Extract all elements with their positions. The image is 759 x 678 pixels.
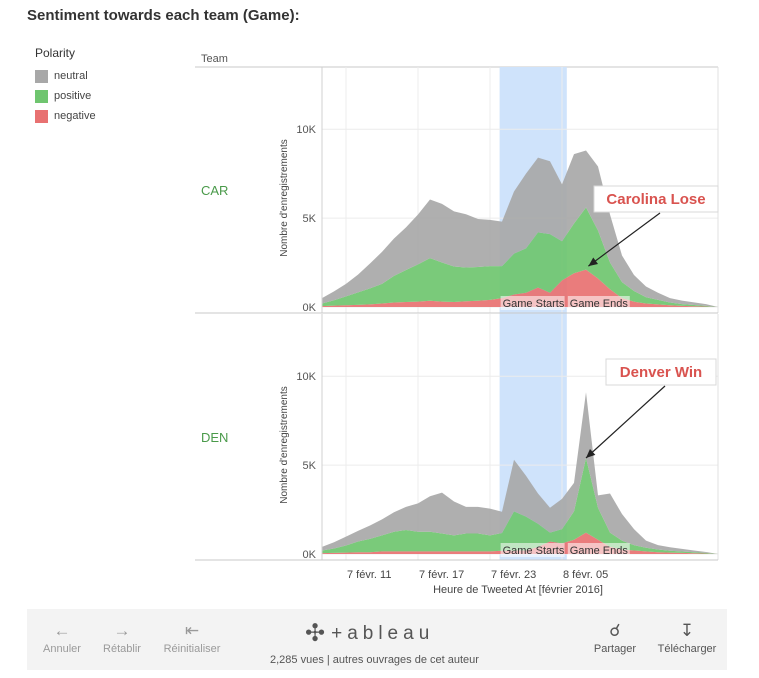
redo-arrow-icon: → [113, 621, 131, 640]
legend-label-negative: negative [54, 110, 96, 122]
legend-label-neutral: neutral [54, 70, 88, 82]
x-tick-label: 8 févr. 05 [563, 569, 608, 581]
y-tick-label: 0K [303, 302, 317, 314]
callout-arrow-line [588, 212, 661, 267]
undo-arrow-icon: ← [53, 621, 71, 640]
callout-box-den [605, 358, 717, 386]
y-tick-label: 10K [296, 124, 316, 136]
share-icon: ☌ [609, 621, 621, 640]
legend-swatch-neutral [35, 69, 48, 83]
tableau-wordmark: +ableau [331, 622, 435, 644]
download-icon: ↧ [679, 621, 695, 640]
share-button[interactable]: ☌ Partager [580, 621, 650, 655]
area-positive-den[interactable] [322, 458, 718, 554]
x-tick-label: 7 févr. 23 [491, 569, 536, 581]
views-text[interactable]: 2,285 vues | autres ouvrages de cet aute… [270, 654, 479, 666]
annotation-game-starts: Game Starts [503, 298, 565, 310]
share-label: Partager [593, 643, 637, 655]
team-label-den: DEN [201, 430, 228, 445]
legend-title: Polarity [35, 46, 76, 60]
callout-arrowhead [586, 448, 596, 458]
area-neutral-car[interactable] [322, 150, 718, 307]
annotation-bg-end [567, 296, 630, 310]
y-tick-label: 0K [303, 549, 317, 561]
area-positive-car[interactable] [322, 207, 718, 307]
y-tick-label: 10K [296, 371, 316, 383]
legend-swatch-negative [35, 109, 48, 123]
y-tick-label: 5K [303, 460, 317, 472]
y-tick-label: 5K [303, 213, 317, 225]
tableau-cross-icon: ✣ [305, 620, 326, 647]
download-button[interactable]: ↧ Télécharger [652, 621, 722, 655]
callout-text-den: Denver Win [620, 364, 702, 381]
redo-button[interactable]: → Rétablir [87, 621, 157, 655]
legend-item-neutral[interactable]: neutral [35, 66, 96, 86]
undo-label: Annuler [43, 643, 81, 655]
chart-title: Sentiment towards each team (Game): [27, 7, 300, 24]
legend-item-negative[interactable]: negative [35, 106, 96, 126]
annotation-game-ends: Game Ends [570, 545, 629, 557]
legend-label-positive: positive [54, 90, 92, 102]
reset-icon: ⇤ [184, 621, 200, 640]
annotation-game-starts: Game Starts [503, 545, 565, 557]
callout-text-car: Carolina Lose [606, 191, 705, 208]
x-tick-label: 7 févr. 17 [419, 569, 464, 581]
callout-arrow-line [585, 385, 666, 459]
callout-arrowhead [588, 257, 599, 267]
x-tick-label: 7 févr. 11 [347, 569, 391, 581]
reset-label: Réinitialiser [163, 643, 221, 655]
facet-header-team: Team [201, 53, 228, 65]
legend-swatch-positive [35, 89, 48, 103]
team-label-car: CAR [201, 183, 228, 198]
redo-label: Rétablir [103, 643, 141, 655]
legend: Polarity neutral positive negative [35, 46, 96, 126]
x-axis-title: Heure de Tweeted At [février 2016] [433, 584, 603, 596]
legend-item-positive[interactable]: positive [35, 86, 96, 106]
annotation-bg-start [500, 543, 565, 557]
reset-button[interactable]: ⇤ Réinitialiser [157, 621, 227, 655]
tableau-logo[interactable]: ✣ +ableau [305, 619, 434, 648]
undo-button[interactable]: ← Annuler [27, 621, 97, 655]
annotation-bg-end [567, 543, 630, 557]
area-neutral-den[interactable] [322, 392, 718, 554]
y-axis-title: Nombre d'enregistrements [279, 139, 290, 257]
annotation-bg-start [500, 296, 565, 310]
toolbar-footer: ← Annuler → Rétablir ⇤ Réinitialiser ✣ +… [27, 609, 727, 670]
download-label: Télécharger [657, 643, 717, 655]
annotation-game-ends: Game Ends [570, 298, 629, 310]
sentiment-area-chart[interactable]: Team 0K 5K 10K CAR Nombre d'enregistrements Ga… [0, 0, 759, 605]
y-axis-title: Nombre d'enregistrements [279, 386, 290, 504]
callout-box-car [593, 185, 719, 213]
